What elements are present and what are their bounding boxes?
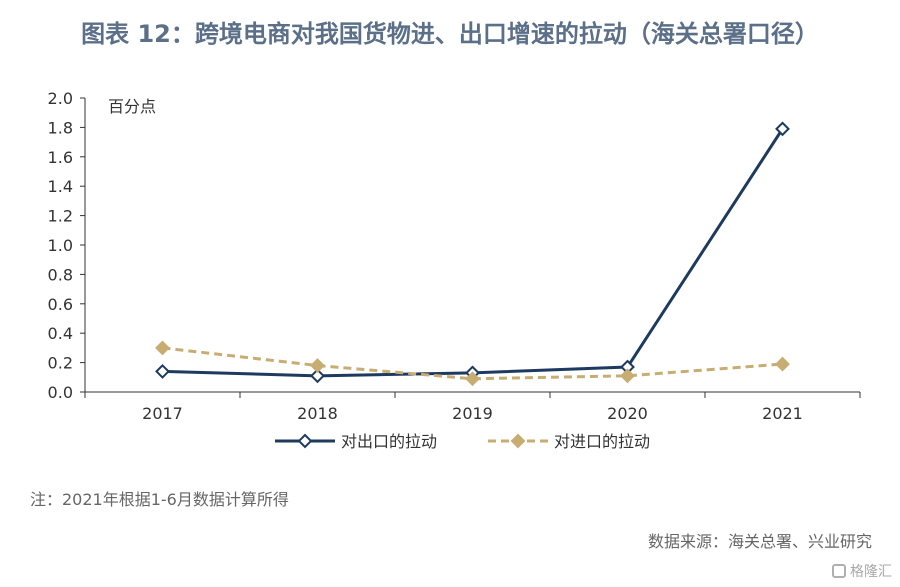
import-point xyxy=(620,368,635,384)
export-point xyxy=(155,364,170,379)
y-tick-label: 1.6 xyxy=(48,148,73,167)
legend-marker-icon xyxy=(297,433,313,449)
import-series-line xyxy=(162,346,783,381)
y-axis: 0.0 0.2 0.4 0.6 0.8 1.0 1.2 1.4 1.6 1.8 2.0 xyxy=(48,89,86,402)
y-tick-label: 0.0 xyxy=(48,383,73,402)
chart-title: 图表 12：跨境电商对我国货物进、出口增速的拉动（海关总署口径） xyxy=(81,20,819,48)
legend-label: 对进口的拉动 xyxy=(554,432,650,451)
y-tick-label: 0.6 xyxy=(48,295,73,314)
series-group xyxy=(155,121,790,387)
export-point xyxy=(775,121,790,137)
unit-label: 百分点 xyxy=(108,97,156,116)
import-point xyxy=(310,358,325,373)
legend: 对出口的拉动 对进口的拉动 xyxy=(275,432,650,451)
y-tick-label: 1.2 xyxy=(48,207,73,226)
import-point xyxy=(155,340,170,356)
watermark-text: 格隆汇 xyxy=(850,564,892,580)
export-series-line xyxy=(162,128,784,378)
watermark: 格隆汇 xyxy=(832,561,892,581)
y-tick-label: 0.4 xyxy=(48,324,73,343)
line-chart: 0.00.20.40.60.81.01.21.41.61.82.0 2017 20… xyxy=(48,89,861,451)
import-point xyxy=(775,356,790,372)
x-axis: 2017 2018 2019 2020 2021 xyxy=(84,391,861,423)
import-point xyxy=(465,371,480,387)
data-source: 数据来源：海关总署、兴业研究 xyxy=(647,532,872,551)
export-point xyxy=(310,368,325,384)
y-tick-label: 1.4 xyxy=(48,177,73,196)
y-tick-label: 2.0 xyxy=(48,89,73,108)
footnote: 注：2021年根据1-6月数据计算所得 xyxy=(30,490,289,509)
x-tick-label: 2017 xyxy=(142,404,183,423)
x-tick-label: 2018 xyxy=(297,404,338,423)
watermark-logo-icon xyxy=(832,564,846,578)
y-tick-label: 0.8 xyxy=(48,265,73,284)
y-tick-label: 1.0 xyxy=(48,236,73,255)
legend-marker-icon xyxy=(510,433,526,449)
y-tick-label: 0.2 xyxy=(48,354,73,373)
legend-label: 对出口的拉动 xyxy=(341,432,437,451)
y-tick-label: 1.8 xyxy=(48,118,73,137)
x-tick-label: 2020 xyxy=(607,404,648,423)
x-tick-label: 2021 xyxy=(762,404,803,423)
x-tick-label: 2019 xyxy=(452,404,493,423)
